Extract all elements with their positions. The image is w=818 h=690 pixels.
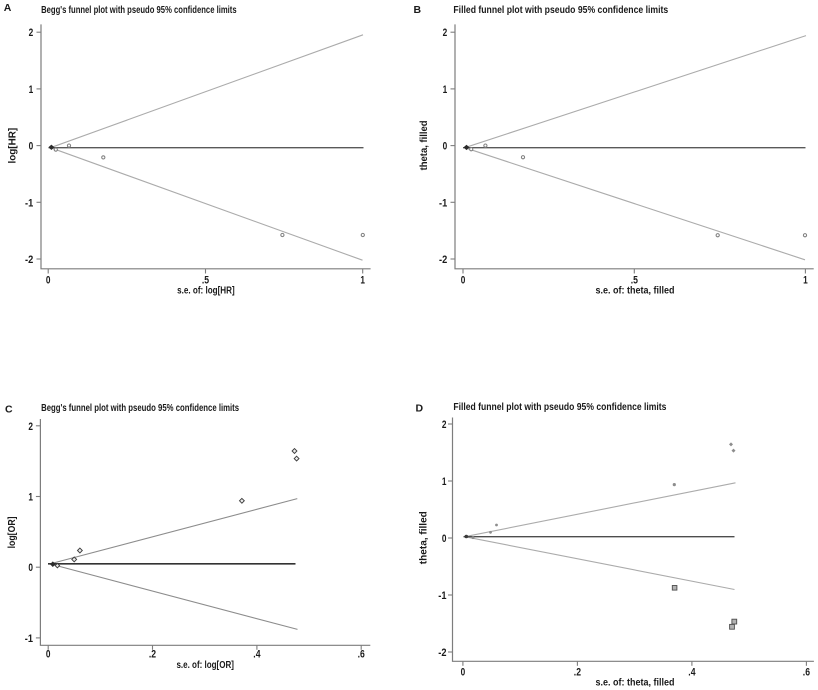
svg-text:0: 0 [461, 275, 466, 287]
svg-text:.4: .4 [688, 667, 696, 679]
svg-text:Filled funnel plot with pseudo: Filled funnel plot with pseudo 95% confi… [453, 4, 668, 16]
svg-text:.2: .2 [149, 649, 156, 661]
svg-text:-1: -1 [438, 590, 446, 602]
svg-text:A: A [4, 2, 12, 14]
svg-text:1: 1 [803, 275, 808, 287]
svg-text:D: D [416, 403, 424, 415]
svg-text:Filled funnel plot with pseudo: Filled funnel plot with pseudo 95% confi… [453, 401, 666, 413]
svg-text:-2: -2 [25, 254, 33, 266]
svg-text:2: 2 [28, 421, 33, 433]
svg-text:Begg's funnel plot with pseudo: Begg's funnel plot with pseudo 95% confi… [41, 402, 239, 414]
svg-text:log[HR]: log[HR] [6, 128, 18, 164]
svg-text:s.e. of: theta, filled: s.e. of: theta, filled [596, 285, 675, 297]
svg-text:0: 0 [442, 533, 447, 545]
svg-text:log[OR]: log[OR] [6, 516, 18, 548]
svg-text:.2: .2 [574, 667, 581, 679]
svg-text:0: 0 [29, 141, 34, 153]
svg-text:0: 0 [461, 667, 466, 679]
svg-text:-1: -1 [25, 197, 33, 209]
svg-text:-1: -1 [439, 197, 447, 209]
svg-text:B: B [414, 4, 422, 16]
svg-text:-1: -1 [25, 633, 33, 645]
svg-text:0: 0 [46, 275, 51, 287]
svg-text:0: 0 [28, 562, 33, 574]
svg-text:.4: .4 [253, 649, 261, 661]
svg-text:s.e. of: log[HR]: s.e. of: log[HR] [177, 284, 235, 296]
svg-text:1: 1 [360, 275, 365, 287]
svg-text:s.e. of: log[OR]: s.e. of: log[OR] [176, 659, 234, 671]
svg-text:s.e. of: theta, filled: s.e. of: theta, filled [596, 677, 675, 689]
svg-text:theta, filled: theta, filled [418, 120, 430, 170]
svg-text:1: 1 [443, 84, 448, 96]
svg-text:1: 1 [29, 84, 34, 96]
svg-text:Begg's funnel plot with pseudo: Begg's funnel plot with pseudo 95% confi… [41, 4, 237, 16]
svg-text:-2: -2 [439, 254, 447, 266]
svg-text:1: 1 [28, 492, 33, 504]
svg-text:1: 1 [442, 476, 447, 488]
svg-text:.6: .6 [358, 649, 365, 661]
svg-text:2: 2 [29, 27, 34, 39]
svg-text:theta, filled: theta, filled [418, 511, 430, 564]
svg-text:-2: -2 [438, 647, 446, 659]
svg-text:2: 2 [442, 419, 447, 431]
svg-text:2: 2 [443, 27, 448, 39]
svg-text:0: 0 [443, 141, 448, 153]
svg-text:C: C [5, 404, 13, 416]
svg-text:.5: .5 [631, 275, 638, 287]
svg-text:.6: .6 [803, 667, 810, 679]
svg-text:.5: .5 [202, 275, 209, 287]
svg-text:0: 0 [46, 649, 51, 661]
